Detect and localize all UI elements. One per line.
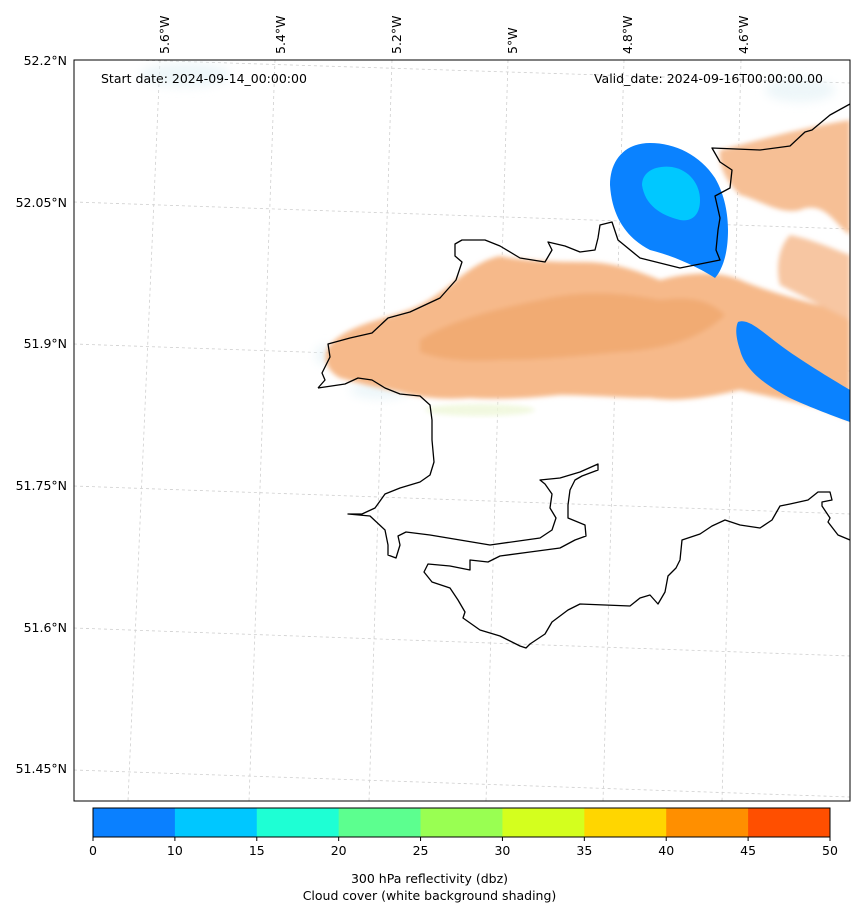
cloud-cover-shading xyxy=(325,120,850,420)
lat-tick-label: 52.2°N xyxy=(24,53,67,68)
lon-tick-label: 5.2°W xyxy=(389,16,404,55)
lat-tick-label: 51.6°N xyxy=(24,620,67,635)
colorbar-swatch xyxy=(93,808,176,837)
reflectivity-core-north xyxy=(642,166,700,221)
colorbar: 0 10 15 20 25 30 35 40 45 50 xyxy=(89,807,838,858)
colorbar-swatch xyxy=(174,808,258,837)
colorbar-frame xyxy=(92,807,831,838)
colorbar-tick-label: 30 xyxy=(494,843,510,858)
colorbar-swatch xyxy=(584,808,667,837)
colorbar-tick-label: 25 xyxy=(413,843,429,858)
coastline-north xyxy=(317,103,850,389)
colorbar-tick-label: 45 xyxy=(740,843,756,858)
lat-tick-label: 51.75°N xyxy=(16,478,67,493)
lat-tick-label: 51.45°N xyxy=(16,761,67,776)
gridlines xyxy=(74,60,850,801)
coastline-south xyxy=(317,377,850,649)
lon-tick-label: 5.4°W xyxy=(273,16,288,55)
cloud-wisp xyxy=(140,63,230,87)
valid-date-label: Valid_date: 2024-09-16T00:00:00.00 xyxy=(594,71,823,86)
map-area xyxy=(74,60,850,801)
colorbar-tick-label: 15 xyxy=(249,843,265,858)
colorbar-swatch xyxy=(666,808,749,837)
colorbar-tick-label: 40 xyxy=(658,843,674,858)
gridline-lon-5.6w xyxy=(127,60,161,801)
reflectivity-trace xyxy=(425,404,535,416)
colorbar-swatch xyxy=(502,808,585,837)
cloud-patch-e xyxy=(778,235,850,320)
reflectivity-cell-east xyxy=(736,321,850,422)
colorbar-tick-label: 20 xyxy=(331,843,347,858)
coastlines xyxy=(317,103,850,649)
cloud-wisp xyxy=(765,78,835,102)
colorbar-swatch xyxy=(256,808,340,837)
lon-tick-label: 4.6°W xyxy=(736,16,751,55)
colorbar-swatch xyxy=(338,808,422,837)
colorbar-sublabel: Cloud cover (white background shading) xyxy=(302,888,557,903)
cloud-wisps xyxy=(140,63,835,399)
lon-tick-label: 4.8°W xyxy=(620,16,635,55)
colorbar-tick-label: 10 xyxy=(167,843,183,858)
lat-tick-label: 51.9°N xyxy=(24,336,67,351)
colorbar-swatch xyxy=(420,808,503,837)
map-frame xyxy=(73,59,851,802)
lat-tick-label: 52.05°N xyxy=(16,195,67,210)
lon-tick-label: 5°W xyxy=(505,27,520,54)
start-date-label: Start date: 2024-09-14_00:00:00 xyxy=(101,71,307,86)
colorbar-tick-label: 35 xyxy=(576,843,592,858)
lon-tick-label: 5.6°W xyxy=(157,16,172,55)
colorbar-label: 300 hPa reflectivity (dbz) xyxy=(350,871,509,886)
cloud-band-core xyxy=(420,293,725,361)
colorbar-tick-label: 50 xyxy=(822,843,838,858)
colorbar-tick-label: 0 xyxy=(89,843,97,858)
cloud-patch-ne xyxy=(719,120,850,235)
colorbar-swatch xyxy=(748,808,831,837)
